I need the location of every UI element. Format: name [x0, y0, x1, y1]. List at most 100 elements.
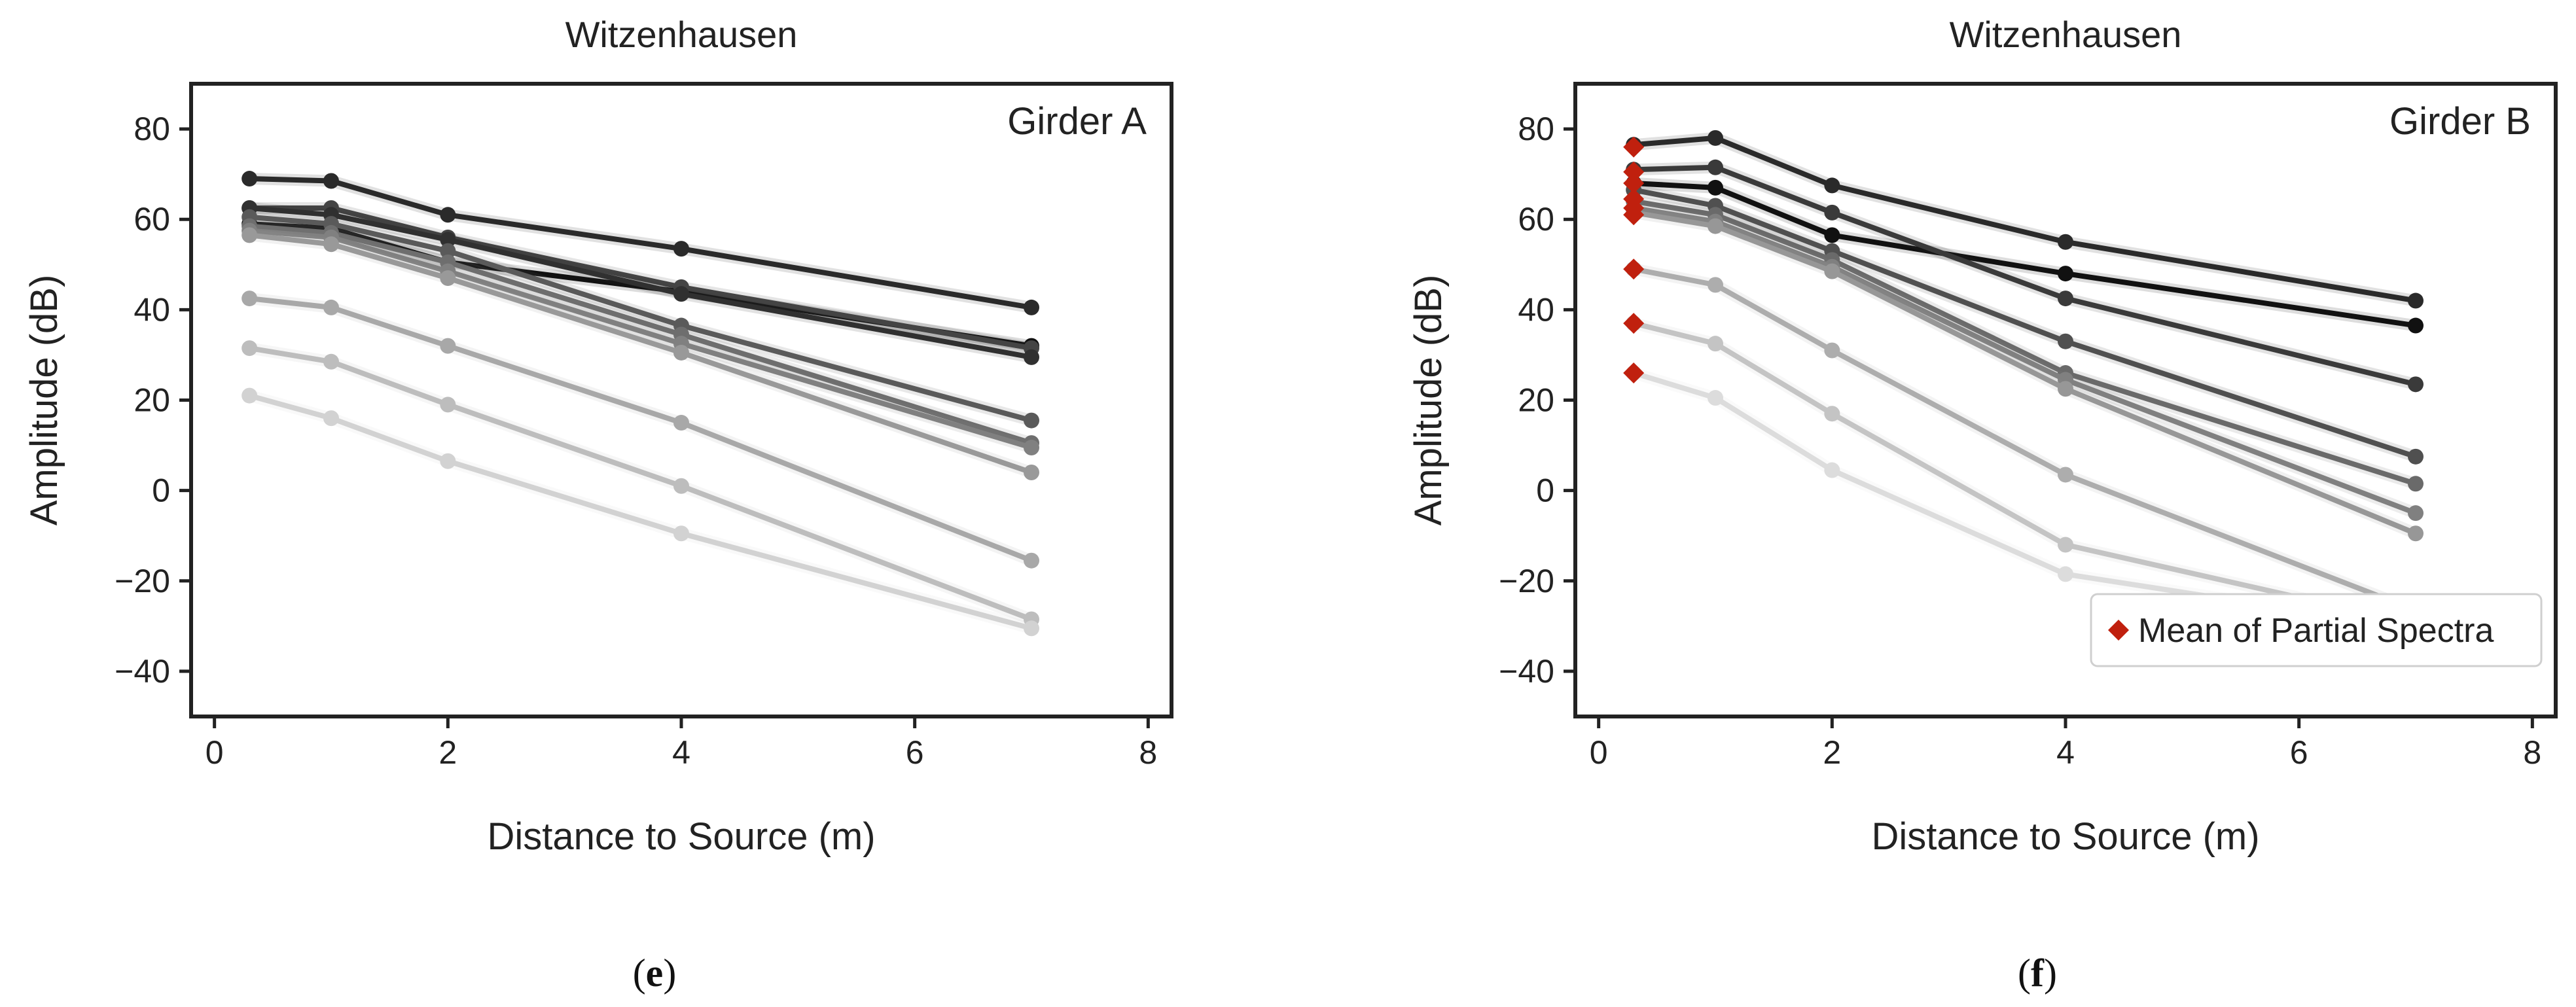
- mean-partial-spectra-marker: [1623, 161, 1645, 183]
- series-band-s10: [1628, 367, 2422, 635]
- mean-partial-spectra-marker: [1623, 362, 1645, 384]
- mean-partial-spectra-marker: [1623, 136, 1645, 158]
- x-tick-label: 6: [2290, 734, 2308, 771]
- data-point: [1824, 204, 1840, 221]
- data-point: [673, 344, 689, 361]
- data-point: [1024, 620, 1039, 637]
- panel-label: Girder A: [1007, 100, 1147, 143]
- data-point: [323, 236, 339, 253]
- y-tick-label: −40: [115, 653, 170, 690]
- y-tick-label: 20: [1518, 382, 1554, 419]
- y-tick-label: 60: [1518, 201, 1554, 238]
- panel-e: Witzenhausen 0 2 4 6 8 −40 −20 0 20 40 60 80 Distance…: [23, 14, 1173, 995]
- y-tick-label: −20: [115, 563, 170, 599]
- data-point: [241, 171, 258, 187]
- data-point: [1024, 440, 1039, 456]
- y-tick-label: 0: [1536, 472, 1554, 509]
- legend-label: Mean of Partial Spectra: [2138, 612, 2494, 650]
- data-point: [673, 478, 689, 494]
- y-tick-label: 40: [134, 291, 170, 328]
- x-tick-label: 4: [2056, 734, 2075, 771]
- mean-partial-spectra-marker: [1623, 313, 1645, 334]
- data-point: [440, 397, 456, 413]
- data-point: [2058, 381, 2073, 397]
- data-point: [1708, 159, 1723, 175]
- y-tick-label: 20: [134, 382, 170, 419]
- data-point: [1708, 179, 1723, 196]
- data-point: [1024, 552, 1039, 569]
- data-point: [1708, 336, 1723, 352]
- data-point: [2408, 292, 2424, 309]
- data-point: [1824, 177, 1840, 194]
- y-axis-label: Amplitude (dB): [23, 275, 65, 526]
- data-point: [1024, 299, 1039, 315]
- data-point: [1708, 130, 1723, 146]
- panel-f: Witzenhausen 0 2 4 6 8 −40 −20 0 20 40 60 80 Distance…: [1407, 14, 2558, 995]
- data-point: [2058, 566, 2073, 582]
- data-point: [323, 410, 339, 427]
- data-point: [323, 299, 339, 315]
- data-point: [323, 353, 339, 370]
- data-point: [241, 227, 258, 243]
- data-point: [1824, 227, 1840, 243]
- data-point: [2058, 266, 2073, 282]
- data-point: [673, 286, 689, 302]
- y-tick-label: −40: [1499, 653, 1554, 690]
- y-tick-label: 40: [1518, 291, 1554, 328]
- y-tick-label: 0: [152, 472, 170, 509]
- data-point: [440, 270, 456, 287]
- legend: Mean of Partial Spectra: [2090, 593, 2543, 667]
- data-point: [440, 338, 456, 354]
- x-axis-label: Distance to Source (m): [1871, 815, 2259, 858]
- panel-caption: (f): [2018, 951, 2057, 995]
- data-point: [2408, 476, 2424, 492]
- data-point: [1824, 462, 1840, 478]
- data-point: [2058, 234, 2073, 250]
- y-tick-label: 60: [134, 201, 170, 238]
- data-point: [1024, 349, 1039, 365]
- data-point: [2058, 291, 2073, 307]
- data-point: [2408, 448, 2424, 465]
- data-point: [440, 232, 456, 248]
- data-point: [2058, 537, 2073, 553]
- data-point: [2058, 467, 2073, 483]
- legend-box: [2090, 593, 2543, 667]
- x-tick-label: 0: [1590, 734, 1608, 771]
- data-point: [1824, 406, 1840, 422]
- mean-partial-spectra-marker: [1623, 258, 1645, 280]
- data-point: [241, 291, 258, 307]
- data-point: [1024, 412, 1039, 429]
- y-tick-label: 80: [134, 111, 170, 147]
- data-point: [1708, 390, 1723, 406]
- data-point: [2408, 525, 2424, 542]
- data-point: [440, 207, 456, 223]
- data-point: [673, 525, 689, 542]
- mean-partial-spectra-marker: [1623, 172, 1645, 194]
- x-tick-label: 0: [206, 734, 224, 771]
- legend-marker: [2108, 620, 2129, 641]
- data-point: [2408, 376, 2424, 393]
- data-point: [2408, 505, 2424, 521]
- chart-title: Witzenhausen: [1950, 14, 2182, 55]
- panel-caption: (e): [633, 951, 677, 995]
- x-tick-label: 8: [1139, 734, 1157, 771]
- data-point: [1024, 465, 1039, 481]
- x-tick-label: 2: [1823, 734, 1841, 771]
- x-tick-label: 8: [2523, 734, 2541, 771]
- data-point: [323, 173, 339, 189]
- data-point: [673, 241, 689, 257]
- data-point: [440, 453, 456, 469]
- data-point: [2408, 317, 2424, 334]
- data-point: [2058, 333, 2073, 349]
- data-point: [241, 387, 258, 404]
- series-line-s10: [1631, 370, 2418, 631]
- data-point: [1824, 263, 1840, 279]
- chart-title: Witzenhausen: [565, 14, 798, 55]
- panel-label: Girder B: [2389, 100, 2531, 143]
- data-point: [440, 243, 456, 259]
- data-point: [241, 340, 258, 357]
- x-tick-label: 2: [438, 734, 457, 771]
- data-point: [1708, 277, 1723, 293]
- data-point: [1824, 342, 1840, 359]
